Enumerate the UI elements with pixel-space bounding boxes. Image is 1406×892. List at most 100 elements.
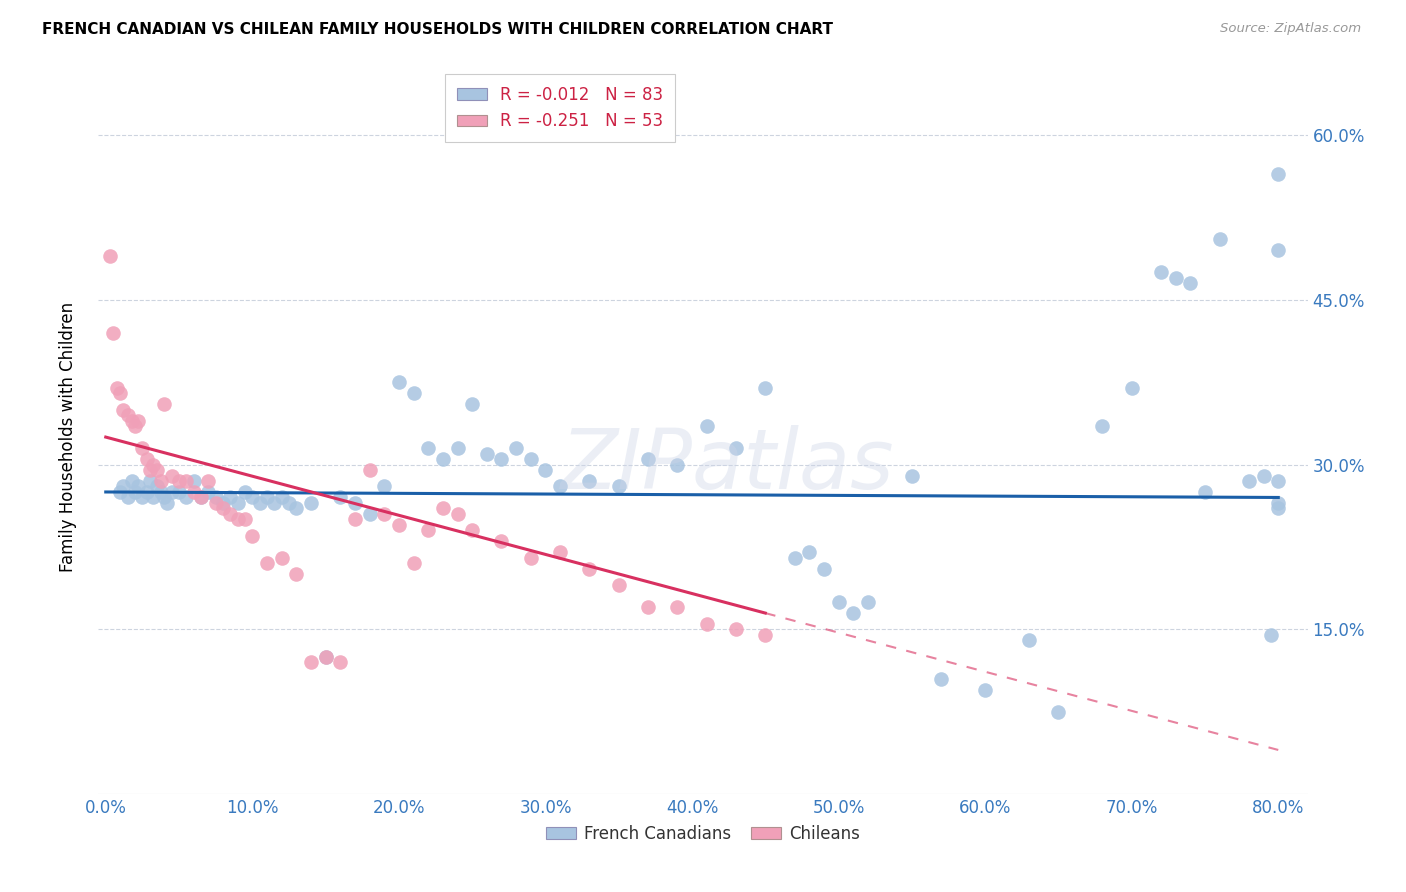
Point <box>388 517 411 532</box>
Point <box>799 545 821 559</box>
Point <box>548 545 571 559</box>
Point <box>1260 628 1282 642</box>
Point <box>153 491 176 505</box>
Point <box>121 414 143 428</box>
Text: Source: ZipAtlas.com: Source: ZipAtlas.com <box>1220 22 1361 36</box>
Point <box>446 441 468 455</box>
Point <box>285 501 308 516</box>
Point <box>520 452 543 467</box>
Point <box>160 468 183 483</box>
Point <box>142 458 165 472</box>
Point <box>233 485 256 500</box>
Point <box>110 485 132 500</box>
Point <box>256 557 278 571</box>
Point <box>1267 167 1289 181</box>
Point <box>256 491 278 505</box>
Point <box>402 557 425 571</box>
Point <box>150 474 173 488</box>
Point <box>146 463 169 477</box>
Point <box>270 491 292 505</box>
Point <box>696 616 718 631</box>
Point <box>131 441 153 455</box>
Point <box>124 419 146 434</box>
Point <box>127 414 149 428</box>
Point <box>167 485 190 500</box>
Point <box>724 441 747 455</box>
Point <box>285 567 308 582</box>
Point <box>1091 419 1114 434</box>
Point <box>548 479 571 493</box>
Point <box>190 491 212 505</box>
Point <box>112 479 135 493</box>
Point <box>491 452 513 467</box>
Point <box>666 458 689 472</box>
Point <box>637 600 659 615</box>
Point <box>607 578 630 592</box>
Point <box>226 512 249 526</box>
Point <box>127 479 149 493</box>
Point <box>491 534 513 549</box>
Point <box>475 446 498 460</box>
Point <box>183 474 205 488</box>
Point <box>263 496 285 510</box>
Point <box>153 397 176 411</box>
Text: FRENCH CANADIAN VS CHILEAN FAMILY HOUSEHOLDS WITH CHILDREN CORRELATION CHART: FRENCH CANADIAN VS CHILEAN FAMILY HOUSEH… <box>42 22 834 37</box>
Point <box>219 491 242 505</box>
Point <box>299 655 322 669</box>
Point <box>138 463 160 477</box>
Point <box>176 491 198 505</box>
Point <box>373 479 395 493</box>
Point <box>150 485 173 500</box>
Point <box>1237 474 1260 488</box>
Legend: French Canadians, Chileans: French Canadians, Chileans <box>538 819 868 850</box>
Point <box>446 507 468 521</box>
Point <box>101 326 124 340</box>
Point <box>1047 705 1070 719</box>
Point <box>827 595 849 609</box>
Point <box>121 474 143 488</box>
Point <box>1267 496 1289 510</box>
Point <box>402 386 425 401</box>
Point <box>724 622 747 636</box>
Point <box>329 491 352 505</box>
Point <box>1194 485 1216 500</box>
Point <box>117 491 139 505</box>
Point <box>373 507 395 521</box>
Point <box>813 562 835 576</box>
Point <box>233 512 256 526</box>
Point <box>135 485 157 500</box>
Point <box>270 550 292 565</box>
Point <box>754 628 776 642</box>
Point <box>212 496 235 510</box>
Point <box>432 452 454 467</box>
Point <box>124 485 146 500</box>
Point <box>1150 265 1173 279</box>
Point <box>278 496 301 510</box>
Point <box>754 381 776 395</box>
Point <box>156 496 179 510</box>
Point <box>856 595 879 609</box>
Point <box>1267 474 1289 488</box>
Point <box>146 479 169 493</box>
Point <box>1121 381 1143 395</box>
Point <box>418 441 440 455</box>
Point <box>359 463 381 477</box>
Point <box>226 496 249 510</box>
Point <box>534 463 557 477</box>
Point <box>578 474 600 488</box>
Point <box>142 491 165 505</box>
Point <box>135 452 157 467</box>
Point <box>1018 633 1040 648</box>
Point <box>212 501 235 516</box>
Point <box>240 491 263 505</box>
Point <box>359 507 381 521</box>
Point <box>343 496 366 510</box>
Point <box>117 408 139 422</box>
Point <box>578 562 600 576</box>
Point <box>204 491 226 505</box>
Point <box>696 419 718 434</box>
Point <box>783 550 806 565</box>
Point <box>343 512 366 526</box>
Point <box>197 474 219 488</box>
Point <box>167 474 190 488</box>
